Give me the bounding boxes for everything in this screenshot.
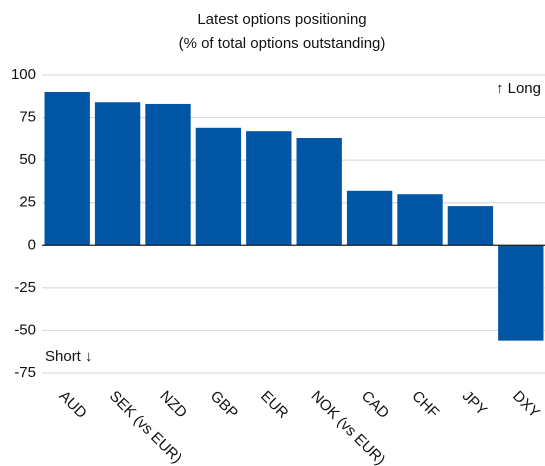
bar [246,131,292,246]
bar [397,194,443,246]
y-tick-label: -75 [14,364,36,381]
chart-subtitle: (% of total options outstanding) [179,35,386,52]
x-tick-label: EUR [257,388,292,423]
x-tick-label: AUD [56,388,91,423]
bar [346,190,393,246]
x-tick-label: JPY [459,388,490,419]
x-tick-label: DXY [509,388,543,422]
bar [447,206,494,246]
bar [44,92,90,246]
x-tick-label: GBP [207,388,241,422]
y-tick-label: 0 [28,236,36,253]
y-tick-label: 75 [19,109,36,126]
y-tick-label: 100 [11,66,36,83]
x-tick-label: NZD [156,388,190,422]
bar [498,245,544,341]
x-tick-label: CAD [358,388,393,423]
bar [296,138,342,246]
y-tick-label: 50 [19,151,36,168]
y-tick-label: -25 [14,279,36,296]
y-tick-label: 25 [19,194,36,211]
annotation: ↑ Long [496,80,541,97]
annotation: Short ↓ [45,348,93,365]
bar [94,102,141,246]
y-tick-label: -50 [14,321,36,338]
chart-title: Latest options positioning [197,11,366,28]
x-tick-label: CHF [408,388,442,422]
bar [145,103,191,246]
bar [195,127,242,246]
